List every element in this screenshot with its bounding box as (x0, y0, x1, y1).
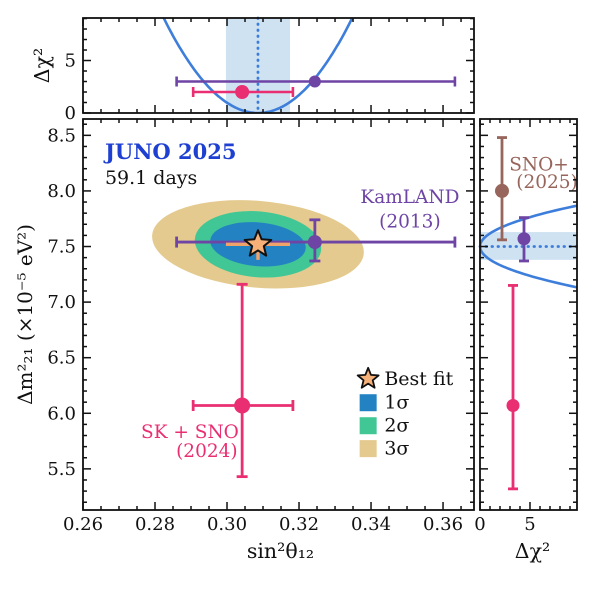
kamland-point-right (517, 216, 531, 263)
main-panel: KamLAND (2013) SK + SNO(2024) Best fit1σ2σ3… (13, 118, 475, 563)
chart-subtitle: 59.1 days (105, 167, 197, 189)
legend-label: 1σ (384, 392, 409, 414)
main-ytick-label: 5.5 (47, 459, 76, 480)
main-ytick-label: 7.0 (47, 292, 76, 313)
right-xtick-label: 5 (524, 514, 535, 535)
kamland-point (175, 218, 457, 263)
legend-swatch-icon (359, 417, 377, 435)
main-ytick-label: 6.0 (47, 403, 76, 424)
legend-label: 3σ (384, 438, 409, 460)
main-xtick-label: 0.34 (351, 514, 391, 535)
main-ytick-label: 8.0 (47, 181, 76, 202)
sk-sno-point (191, 282, 295, 479)
legend-label: 2σ (384, 415, 409, 437)
top-ytick-label: 5 (65, 51, 76, 72)
main-xtick-label: 0.26 (63, 514, 103, 535)
chart-title: JUNO 2025 (103, 139, 237, 164)
right-xlabel: Δχ² (515, 539, 550, 563)
legend-label: Best fit (384, 368, 453, 390)
right-panel: SNO+(2025) 0 5 Δχ² (474, 118, 579, 563)
kamland-point-label: (2013) (379, 212, 441, 233)
main-ytick-label: 7.5 (47, 237, 76, 258)
legend-swatch-icon (359, 440, 377, 458)
main-xtick-label: 0.28 (135, 514, 175, 535)
best-fit-star (243, 229, 273, 257)
right-xtick-label: 0 (474, 514, 485, 535)
sk-sno-point-label: SK + SNO (141, 422, 239, 443)
legend-swatch-icon (359, 394, 377, 412)
sk-sno-point-right (506, 284, 520, 491)
main-ytick-label: 6.5 (47, 348, 76, 369)
main-ytick-label: 8.5 (47, 125, 76, 146)
main-ylabel: Δm²₂₁ (×10⁻⁵ eV²) (13, 224, 37, 405)
sno-plus-point-label: SNO+ (509, 155, 569, 176)
top-ylabel: Δχ² (30, 48, 54, 83)
main-xtick-label: 0.36 (423, 514, 463, 535)
top-panel: 0 5 Δχ² (30, 16, 475, 124)
sk-sno-point-top (191, 85, 295, 100)
kamland-point-top (175, 75, 457, 88)
main-xlabel: sin²θ₁₂ (247, 539, 314, 563)
main-xtick-label: 0.30 (207, 514, 247, 535)
chi2-parabola-top (162, 18, 354, 113)
main-xtick-label: 0.32 (279, 514, 319, 535)
top-ytick-label: 0 (65, 103, 76, 124)
legend-star-icon (356, 366, 380, 389)
sk-sno-point-label: (2024) (176, 441, 238, 462)
sno-plus-point (495, 136, 509, 242)
sno-plus-point-label: (2025) (516, 172, 578, 193)
axis-frame-and-ticks (82, 17, 475, 114)
axis-frame-and-ticks (82, 118, 475, 511)
axis-frame-and-ticks (479, 118, 578, 511)
kamland-point-label: KamLAND (360, 187, 459, 208)
